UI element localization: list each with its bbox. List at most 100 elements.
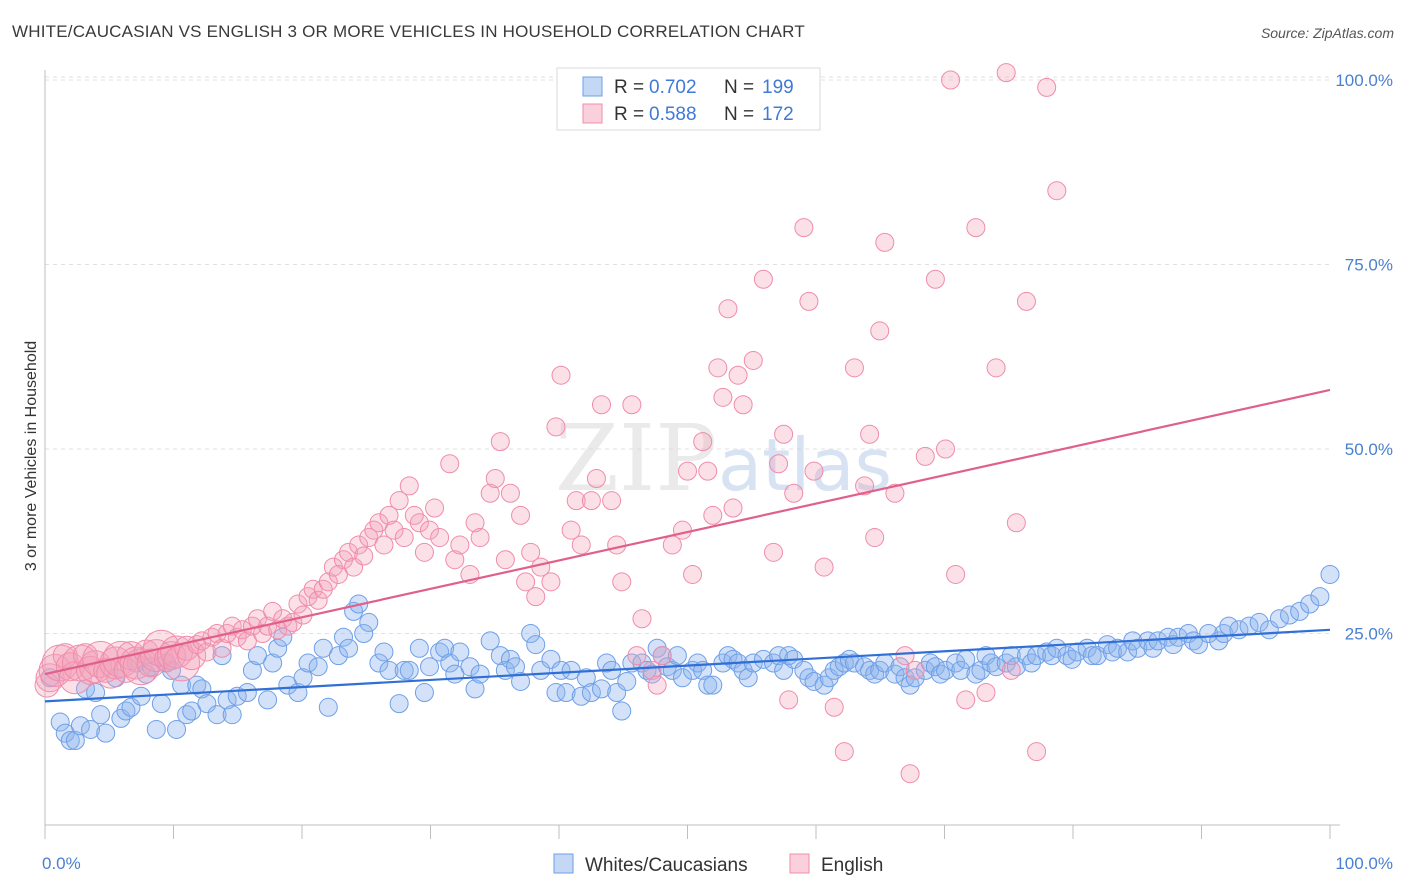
whites-point-56 [369, 653, 389, 673]
whites-point-64 [419, 657, 439, 677]
whites-point-109 [698, 675, 718, 695]
whites-point-30 [207, 705, 227, 725]
english-point-130 [774, 424, 794, 444]
english-point-58 [328, 564, 348, 584]
series-whites-points [40, 564, 1340, 751]
english-point-135 [804, 461, 824, 481]
english-point-63 [354, 546, 374, 566]
legend-r-label-1: R = [614, 77, 644, 98]
english-point-45 [263, 601, 283, 621]
whites-point-110 [703, 675, 723, 695]
whites-point-90 [591, 679, 611, 699]
whites-point-118 [753, 649, 773, 669]
english-point-125 [733, 395, 753, 415]
english-point-105 [607, 535, 627, 555]
english-point-66 [369, 513, 389, 533]
whites-point-33 [222, 705, 242, 725]
english-point-138 [834, 742, 854, 762]
english-point-46 [268, 620, 288, 640]
english-point-54 [308, 590, 328, 610]
whites-point-7 [81, 719, 101, 739]
english-point-99 [566, 491, 586, 511]
english-point-110 [642, 660, 662, 680]
english-point-85 [480, 483, 500, 503]
english-point-137 [824, 697, 844, 717]
grid-lines [45, 76, 1330, 634]
english-point-40 [237, 631, 257, 651]
whites-point-49 [328, 646, 348, 666]
english-point-97 [551, 365, 571, 385]
whites-point-4 [65, 731, 85, 751]
english-point-160 [1006, 513, 1026, 533]
english-point-157 [986, 358, 1006, 378]
series-english-points [34, 63, 1067, 784]
english-point-128 [764, 542, 784, 562]
whites-point-23 [167, 719, 187, 739]
english-trend-line [44, 388, 1331, 676]
legend-r-value-1: 0.702 [649, 77, 697, 98]
legend-box: R = 0.702 N = 199 R = 0.588 N = 172 [556, 67, 821, 131]
english-point-120 [708, 358, 728, 378]
whites-point-177 [1128, 638, 1148, 658]
whites-point-66 [435, 638, 455, 658]
english-point-156 [976, 683, 996, 703]
whites-point-37 [247, 646, 267, 666]
whites-point-71 [465, 679, 485, 699]
english-point-87 [490, 432, 510, 452]
english-point-95 [541, 572, 561, 592]
whites-point-26 [182, 701, 202, 721]
english-point-101 [581, 491, 601, 511]
bottom-legend: Whites/Caucasians English [553, 853, 883, 876]
legend-r-label-2: R = [614, 104, 644, 125]
whites-point-13 [116, 701, 136, 721]
bottom-legend-whites: Whites/Caucasians [585, 855, 748, 876]
english-point-76 [419, 520, 439, 540]
whites-point-78 [511, 671, 531, 691]
whites-point-187 [1199, 624, 1219, 643]
whites-point-63 [414, 683, 434, 703]
whites-point-175 [1118, 642, 1138, 662]
whites-point-94 [612, 701, 632, 721]
whites-point-125 [799, 668, 819, 688]
whites-point-39 [263, 653, 283, 673]
english-point-102 [586, 469, 606, 489]
whites-point-59 [389, 694, 409, 714]
whites-point-31 [212, 646, 232, 666]
whites-point-199 [1310, 587, 1330, 607]
whites-point-60 [394, 660, 414, 680]
legend-n-value-1: 199 [762, 77, 794, 98]
whites-point-20 [151, 694, 171, 714]
english-point-161 [1016, 291, 1036, 311]
whites-point-98 [637, 660, 657, 680]
english-point-151 [936, 439, 956, 459]
english-point-116 [683, 564, 703, 584]
whites-point-83 [546, 683, 566, 703]
english-point-68 [379, 505, 399, 525]
english-point-148 [905, 660, 925, 680]
english-point-158 [996, 63, 1016, 83]
whites-point-134 [855, 657, 875, 677]
english-point-123 [723, 498, 743, 518]
y-tick-label-3: 100.0% [1335, 71, 1393, 90]
english-point-150 [925, 269, 945, 289]
english-point-4 [52, 643, 78, 669]
english-point-163 [1037, 77, 1057, 97]
whites-point-79 [521, 624, 541, 643]
y-axis-label: 3 or more Vehicles in Household [23, 341, 40, 571]
whites-point-86 [561, 660, 581, 680]
english-point-159 [1001, 660, 1021, 680]
english-point-71 [394, 528, 414, 548]
whites-point-57 [374, 642, 394, 662]
english-point-96 [546, 417, 566, 437]
english-point-114 [672, 520, 692, 540]
english-point-133 [794, 218, 814, 238]
english-point-119 [703, 505, 723, 525]
x-tick-label-0: 0.0% [42, 854, 81, 873]
english-point-53 [303, 579, 323, 599]
english-point-149 [915, 446, 935, 466]
whites-point-51 [339, 638, 359, 658]
english-point-162 [1027, 742, 1047, 762]
bottom-legend-english: English [821, 855, 883, 876]
english-point-153 [946, 564, 966, 584]
english-point-84 [470, 528, 490, 548]
